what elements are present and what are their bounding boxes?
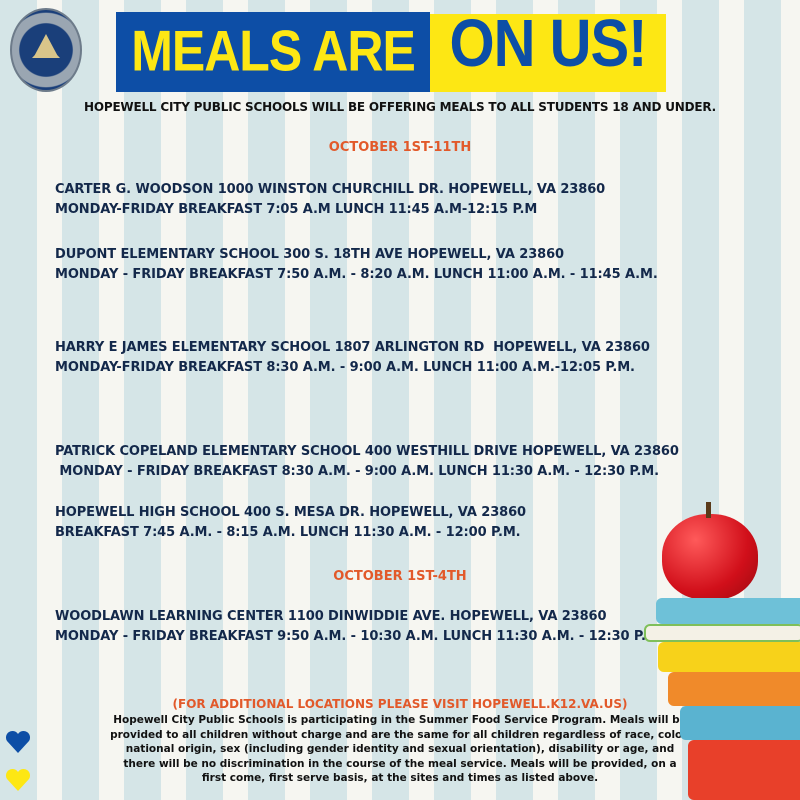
apple-and-books-illustration [640,480,800,800]
title-banner-blue [116,12,430,92]
site-address: PATRICK COPELAND ELEMENTARY SCHOOL 400 W… [55,444,679,459]
site-hours: MONDAY-FRIDAY BREAKFAST 7:05 A.M LUNCH 1… [55,202,538,217]
title-part1: MEALS ARE [131,18,416,84]
site-hours: MONDAY - FRIDAY BREAKFAST 7:50 A.M. - 8:… [55,267,658,282]
yellow-heart-icon [5,768,31,791]
site-address: DUPONT ELEMENTARY SCHOOL 300 S. 18TH AVE… [55,247,564,262]
site-hours: MONDAY - FRIDAY BREAKFAST 8:30 A.M. - 9:… [55,464,659,479]
site-hours: MONDAY-FRIDAY BREAKFAST 8:30 A.M. - 9:00… [55,360,635,375]
title-part2: ON US! [449,6,648,81]
school-district-seal-logo [10,8,82,92]
title-banner-yellow [430,14,666,92]
site-address: HOPEWELL HIGH SCHOOL 400 S. MESA DR. HOP… [55,505,526,520]
date-heading: OCTOBER 1ST-4TH [333,569,467,584]
additional-locations-note: (FOR ADDITIONAL LOCATIONS PLEASE VISIT H… [172,697,628,711]
blue-heart-icon [5,730,31,753]
date-heading: OCTOBER 1ST-11TH [328,140,472,155]
site-address: CARTER G. WOODSON 1000 WINSTON CHURCHILL… [55,182,606,197]
site-address: HARRY E JAMES ELEMENTARY SCHOOL 1807 ARL… [55,340,650,355]
site-hours: BREAKFAST 7:45 A.M. - 8:15 A.M. LUNCH 11… [55,525,521,540]
subtitle: HOPEWELL CITY PUBLIC SCHOOLS WILL BE OFF… [84,100,716,114]
site-address: WOODLAWN LEARNING CENTER 1100 DINWIDDIE … [55,609,607,624]
site-hours: MONDAY - FRIDAY BREAKFAST 9:50 A.M. - 10… [55,629,664,644]
nondiscrimination-statement: Hopewell City Public Schools is particip… [110,714,690,785]
